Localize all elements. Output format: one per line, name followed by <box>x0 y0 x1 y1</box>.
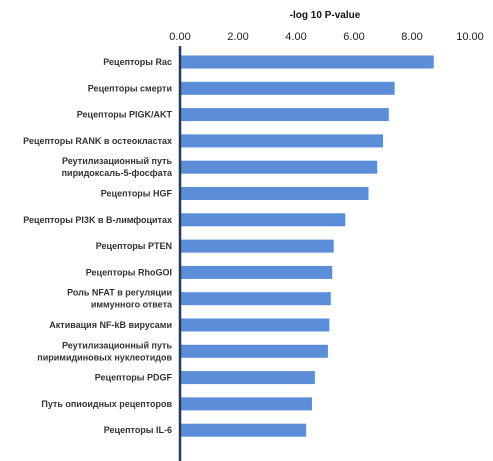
x-tick-label: 6.00 <box>343 31 364 43</box>
category-label: Активация NF-kB вирусами <box>49 320 172 330</box>
bar <box>180 371 315 385</box>
bar <box>180 187 369 200</box>
bar <box>180 213 346 227</box>
bar <box>180 160 378 174</box>
bar <box>180 81 395 95</box>
x-axis-title: -log 10 P-value <box>290 10 361 21</box>
category-label: Рецепторы IL-6 <box>104 425 172 435</box>
x-tick-label: 4.00 <box>285 31 306 43</box>
category-label: Рецепторы PDGF <box>95 373 173 383</box>
category-label: Рецепторы PTEN <box>96 241 172 251</box>
x-tick-labels: 0.00 2.00 4.00 6.00 8.00 10.00 <box>169 31 483 43</box>
x-tick-label: 8.00 <box>401 31 422 43</box>
category-label: иммунного ответа <box>91 300 173 310</box>
bar <box>180 344 328 358</box>
category-label: Рецепторы RhoGOI <box>86 267 172 277</box>
category-label: Рецепторы HGF <box>101 189 173 199</box>
category-label: Реутилизационный путь <box>62 340 172 350</box>
category-label: пиридоксаль-5-фосфата <box>62 168 173 178</box>
bar <box>180 423 307 437</box>
bar <box>180 134 383 148</box>
x-tick-label: 10.00 <box>456 31 484 43</box>
bar <box>180 292 331 306</box>
category-label: Реутилизационный путь <box>62 156 172 166</box>
category-label: Рецепторы RANK в остеокластах <box>23 136 172 146</box>
category-label: Рецепторы смерти <box>88 83 172 93</box>
category-labels: Рецепторы Rac Рецепторы смерти Рецепторы P… <box>23 57 173 435</box>
bar <box>180 108 389 122</box>
bar <box>180 265 333 279</box>
bar <box>180 239 334 253</box>
bar <box>180 397 312 411</box>
category-label: Роль NFAT в регуляции <box>67 288 172 298</box>
bars <box>180 55 434 437</box>
category-label: Рецепторы PIGK/AKT <box>77 110 173 120</box>
bar <box>180 318 330 332</box>
x-tick-label: 0.00 <box>169 31 190 43</box>
category-label: Путь опиоидных рецепторов <box>41 399 172 409</box>
category-label: пиримидиновых нуклеотидов <box>37 352 172 362</box>
category-label: Рецепторы PI3K в B-лимфоцитах <box>23 215 172 225</box>
category-label: Рецепторы Rac <box>103 57 172 67</box>
x-tick-label: 2.00 <box>227 31 248 43</box>
bar <box>180 55 434 69</box>
